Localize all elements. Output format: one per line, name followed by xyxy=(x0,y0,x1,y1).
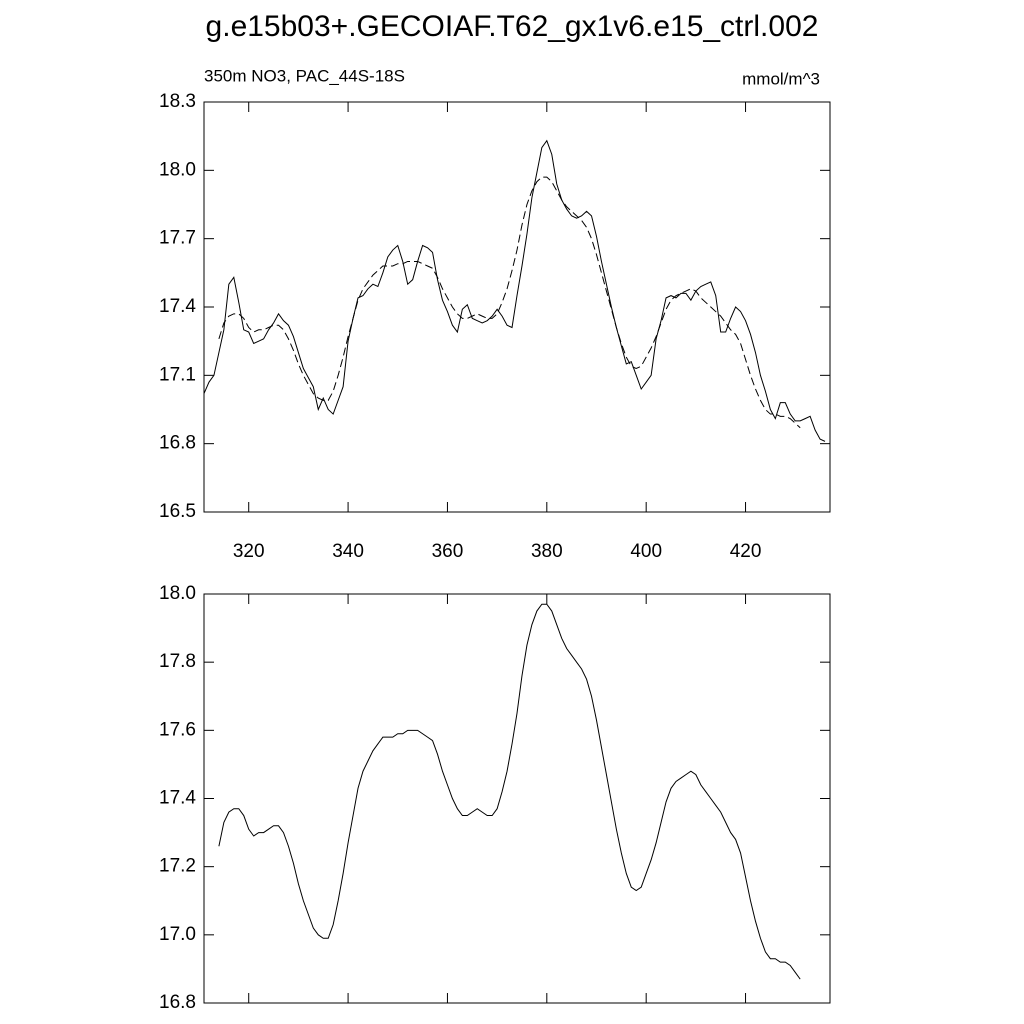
y-tick-label: 17.1 xyxy=(159,364,196,385)
y-tick-label: 18.3 xyxy=(159,91,196,112)
y-tick-label: 17.0 xyxy=(159,924,196,945)
y-tick-label: 17.2 xyxy=(159,856,196,877)
series-line xyxy=(203,139,826,442)
x-tick-label: 420 xyxy=(730,541,762,562)
series-line xyxy=(218,176,801,429)
series-line xyxy=(218,603,801,980)
y-tick-label: 17.4 xyxy=(159,788,196,809)
y-tick-label: 16.5 xyxy=(159,501,196,522)
x-tick-label: 320 xyxy=(233,541,265,562)
x-tick-label: 360 xyxy=(432,541,464,562)
x-tick-label: 380 xyxy=(531,541,563,562)
y-tick-label: 17.7 xyxy=(159,228,196,249)
units-label: mmol/m^3 xyxy=(742,69,820,88)
x-tick-label: 340 xyxy=(332,541,364,562)
y-tick-label: 17.8 xyxy=(159,651,196,672)
y-tick-label: 18.0 xyxy=(159,159,196,180)
y-tick-label: 16.8 xyxy=(159,433,196,454)
y-tick-label: 16.8 xyxy=(159,992,196,1013)
y-tick-label: 17.4 xyxy=(159,296,196,317)
subtitle: 350m NO3, PAC_44S-18S xyxy=(204,66,405,85)
y-tick-label: 18.0 xyxy=(159,583,196,604)
x-tick-label: 400 xyxy=(630,541,662,562)
y-tick-label: 17.6 xyxy=(159,719,196,740)
chart-title: g.e15b03+.GECOIAF.T62_gx1v6.e15_ctrl.002 xyxy=(206,10,819,43)
plot-frame xyxy=(203,593,831,1004)
